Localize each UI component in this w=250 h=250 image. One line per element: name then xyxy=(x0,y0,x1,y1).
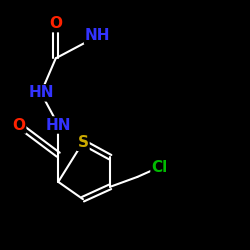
Text: HN: HN xyxy=(46,118,71,132)
Text: Cl: Cl xyxy=(152,160,168,174)
Text: O: O xyxy=(12,118,25,132)
Text: O: O xyxy=(49,16,62,31)
Text: NH: NH xyxy=(85,28,110,44)
Text: HN: HN xyxy=(28,85,54,100)
Text: S: S xyxy=(78,135,88,150)
